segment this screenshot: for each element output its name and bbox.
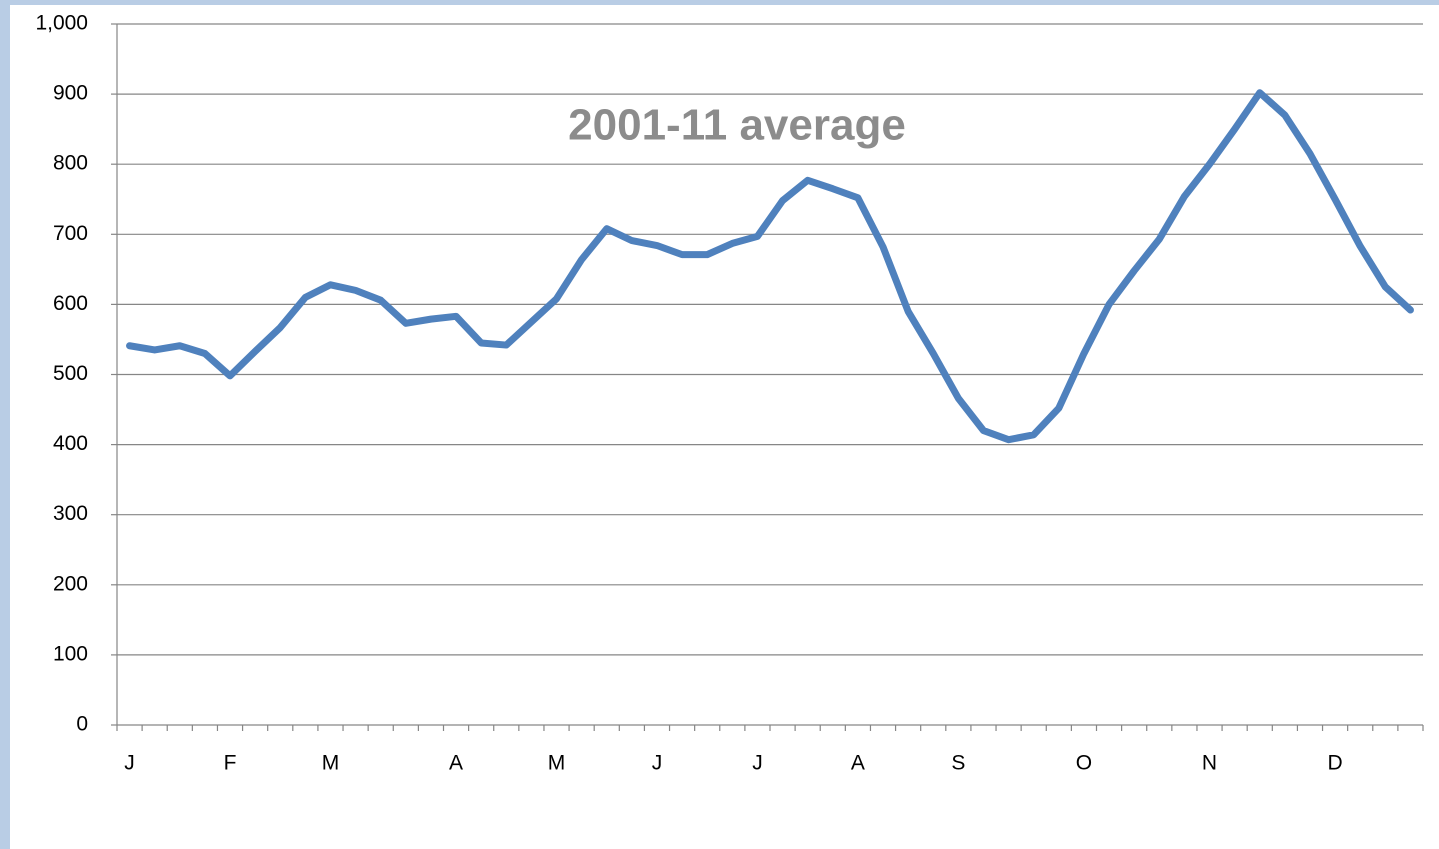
y-tick-label: 600: [53, 292, 88, 315]
chart-title: 2001-11 average: [568, 101, 906, 150]
y-tick-label: 200: [53, 572, 88, 595]
y-tick-label: 400: [53, 432, 88, 455]
x-tick-label: N: [1202, 752, 1217, 775]
y-tick-label: 300: [53, 502, 88, 525]
x-tick-label: M: [322, 752, 340, 775]
x-tick-label: M: [548, 752, 566, 775]
y-tick-label: 0: [76, 713, 88, 736]
x-tick-label: O: [1076, 752, 1092, 775]
x-tick-label: S: [951, 752, 965, 775]
chart: 0 100 200 300 400 500 600 700 800 900 1,000 J F M A M J J…: [10, 5, 1439, 849]
x-tick-label: J: [652, 752, 663, 775]
y-tick-label: 700: [53, 222, 88, 245]
x-tick-label: J: [752, 752, 763, 775]
y-tick-label: 100: [53, 642, 88, 665]
x-tick-label: J: [124, 752, 135, 775]
y-tick-label: 800: [53, 152, 88, 175]
data-line: [126, 89, 1414, 444]
y-tick-label: 900: [53, 82, 88, 105]
x-tick-label: A: [449, 752, 463, 775]
x-tick-label: A: [851, 752, 865, 775]
x-tick-label: F: [224, 752, 237, 775]
chart-background: [10, 5, 1439, 849]
x-tick-label: D: [1328, 752, 1343, 775]
y-tick-label: 500: [53, 362, 88, 385]
y-tick-label: 1,000: [35, 12, 88, 35]
